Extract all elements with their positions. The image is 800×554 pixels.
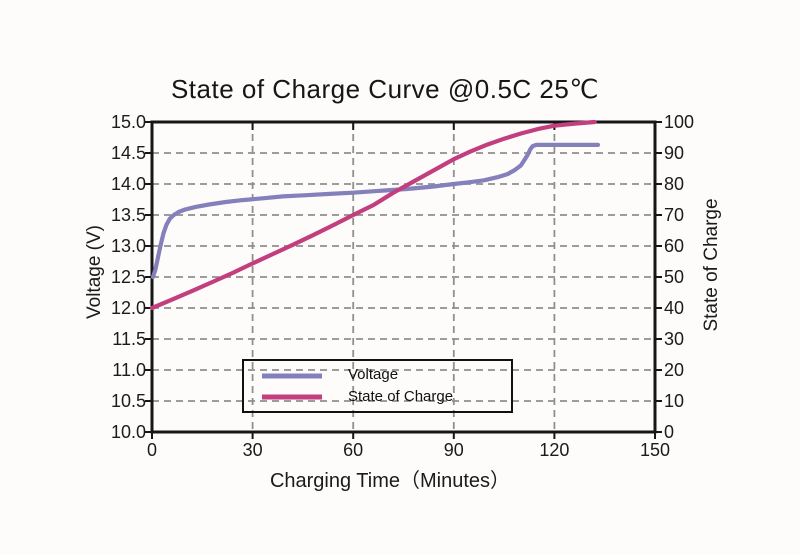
y-right-tick-label: 70	[664, 205, 685, 225]
y-left-tick-label: 13.0	[110, 236, 146, 256]
y-left-tick-label: 11.5	[112, 329, 146, 349]
y-right-tick-label: 50	[664, 267, 685, 287]
y-right-tick-label: 80	[664, 174, 685, 194]
y-left-tick-label: 13.5	[110, 205, 146, 225]
voltage-curve	[150, 142, 601, 280]
state-of-charge-curve	[149, 119, 597, 311]
y-right-tick-label: 60	[664, 236, 685, 256]
y-left-tick-label: 14.0	[110, 174, 146, 194]
x-tick-label: 60	[343, 440, 364, 460]
y-left-tick-label: 12.5	[110, 267, 146, 287]
x-axis-label: Charging Time（Minutes）	[269, 470, 511, 492]
legend-label-soc: State of Charge	[348, 388, 454, 405]
y-left-tick-label: 14.5	[110, 143, 146, 163]
legend-label-voltage: Voltage	[348, 366, 399, 383]
x-tick-label: 0	[146, 440, 157, 460]
y-right-tick-label: 100	[664, 112, 695, 132]
y-left-tick-label: 15.0	[110, 112, 146, 132]
legend-box	[242, 359, 513, 413]
chart-title: State of Charge Curve @0.5C 25℃	[170, 74, 600, 104]
y-left-tick-label: 10.0	[110, 422, 146, 442]
y-right-tick-label: 0	[664, 422, 675, 442]
x-tick-label: 30	[242, 440, 263, 460]
y-right-tick-label: 90	[664, 143, 685, 163]
y-right-tick-label: 30	[664, 329, 685, 349]
y-left-tick-label: 12.0	[110, 298, 146, 318]
y-left-tick-label: 10.5	[110, 391, 146, 411]
y-right-tick-label: 10	[664, 391, 685, 411]
x-tick-label: 150	[639, 440, 671, 460]
x-tick-label: 90	[443, 440, 464, 460]
y-right-tick-label: 20	[664, 360, 685, 380]
x-tick-label: 120	[539, 440, 570, 460]
y-right-tick-label: 40	[664, 298, 685, 318]
y-left-tick-label: 11.0	[112, 360, 146, 380]
